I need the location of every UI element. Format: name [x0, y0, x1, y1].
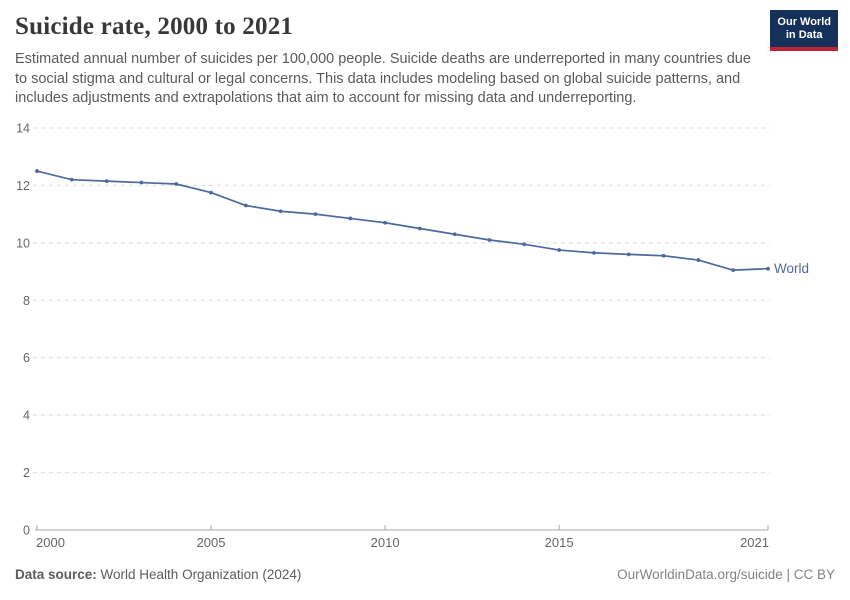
- data-point[interactable]: [383, 220, 387, 225]
- owid-logo-line1: Our World: [777, 16, 831, 28]
- chart-subtitle: Estimated annual number of suicides per …: [15, 51, 751, 106]
- data-point[interactable]: [278, 209, 283, 214]
- x-axis-label: 2000: [36, 535, 65, 550]
- y-axis-label: 6: [23, 351, 30, 365]
- x-axis-label: 2021: [740, 535, 769, 550]
- series-end-label: World: [774, 261, 809, 276]
- world-line[interactable]: [36, 170, 769, 271]
- data-point[interactable]: [661, 253, 666, 258]
- data-point[interactable]: [139, 180, 144, 185]
- x-axis-label: 2015: [545, 535, 574, 550]
- data-point[interactable]: [766, 266, 770, 271]
- data-point[interactable]: [696, 258, 701, 262]
- data-point[interactable]: [626, 252, 631, 257]
- x-axis-label: 2005: [197, 535, 226, 550]
- data-point[interactable]: [731, 268, 736, 273]
- x-axis-label: 2010: [371, 535, 400, 550]
- data-point[interactable]: [243, 203, 248, 208]
- data-source-value: World Health Organization (2024): [96, 567, 302, 582]
- data-point[interactable]: [69, 177, 74, 182]
- data-point[interactable]: [557, 248, 562, 252]
- data-source: Data source: World Health Organization (…: [15, 567, 301, 582]
- owid-logo[interactable]: Our World in Data: [770, 10, 838, 51]
- data-point[interactable]: [104, 179, 109, 184]
- data-point[interactable]: [418, 226, 422, 231]
- data-point[interactable]: [174, 182, 179, 186]
- data-point[interactable]: [35, 169, 39, 173]
- y-axis-label: 14: [16, 122, 30, 136]
- y-axis-label: 8: [23, 294, 30, 308]
- data-point[interactable]: [592, 251, 596, 255]
- data-point[interactable]: [209, 190, 213, 195]
- data-point[interactable]: [348, 216, 353, 221]
- credit-link[interactable]: OurWorldinData.org/suicide | CC BY: [617, 567, 835, 582]
- line-chart[interactable]: 0 2 4 6 8 10 12 14 2000 2005 2010 2015 2021 World: [0, 113, 850, 563]
- data-point[interactable]: [452, 232, 457, 237]
- data-point[interactable]: [522, 242, 527, 247]
- y-axis-label: 12: [16, 179, 30, 193]
- data-point[interactable]: [313, 212, 318, 217]
- y-axis-label: 4: [23, 409, 30, 423]
- y-axis-label: 10: [16, 236, 30, 250]
- chart-footer: Data source: World Health Organization (…: [15, 567, 835, 582]
- owid-logo-line2: in Data: [785, 29, 823, 41]
- data-source-label: Data source:: [15, 567, 97, 582]
- y-axis-label: 0: [23, 524, 30, 538]
- y-axis-label: 2: [23, 466, 30, 480]
- data-point[interactable]: [487, 238, 492, 242]
- page-title: Suicide rate, 2000 to 2021: [15, 13, 294, 40]
